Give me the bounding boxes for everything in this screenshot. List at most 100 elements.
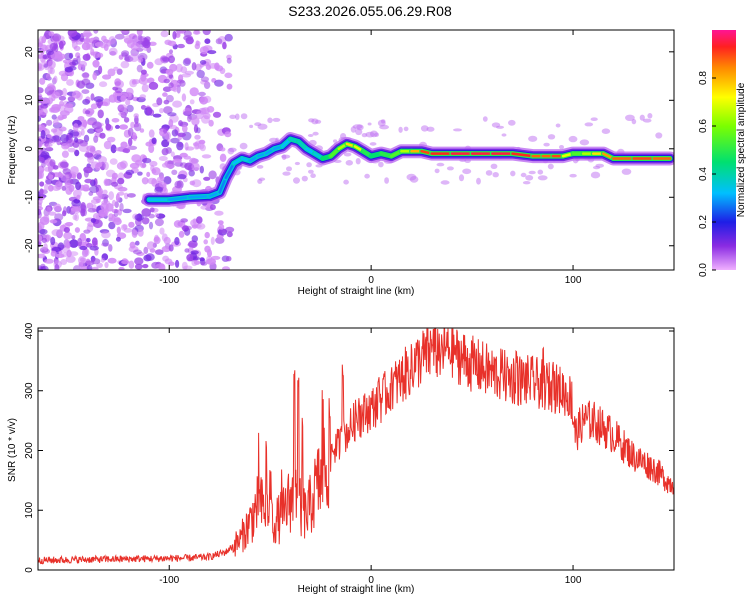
spectrogram-xtick-label: 100 xyxy=(565,275,582,286)
noise-speckle xyxy=(102,74,112,80)
noise-speckle xyxy=(133,113,139,119)
noise-speckle xyxy=(80,129,85,136)
noise-speckle xyxy=(45,49,55,56)
noise-speckle xyxy=(568,135,578,143)
noise-speckle xyxy=(90,218,96,223)
noise-speckle xyxy=(403,126,409,132)
noise-speckle xyxy=(426,126,435,132)
noise-speckle xyxy=(420,125,429,132)
noise-speckle xyxy=(41,97,49,104)
noise-speckle xyxy=(108,94,118,103)
noise-speckle xyxy=(142,39,151,49)
noise-speckle xyxy=(214,62,220,71)
noise-speckle xyxy=(120,224,128,231)
noise-speckle xyxy=(52,165,59,170)
noise-speckle xyxy=(590,171,601,179)
noise-speckle xyxy=(55,253,65,258)
noise-speckle xyxy=(64,52,73,61)
noise-speckle xyxy=(204,38,211,44)
snr-panel: -100 0 100 0 100 200 300 400 Height of straight… xyxy=(7,322,675,595)
noise-speckle xyxy=(40,147,47,152)
noise-speckle xyxy=(53,203,62,211)
noise-speckle xyxy=(90,93,95,101)
noise-speckle xyxy=(185,36,194,45)
noise-speckle xyxy=(225,256,232,262)
spectrogram-frame xyxy=(37,29,675,271)
noise-speckle xyxy=(198,91,206,97)
noise-speckle xyxy=(41,36,47,44)
noise-speckle xyxy=(61,150,69,158)
noise-speckle xyxy=(156,176,164,184)
snr-xlabel: Height of straight line (km) xyxy=(298,584,415,595)
noise-speckle xyxy=(384,177,389,184)
noise-speckle xyxy=(121,259,130,265)
spectrogram-xtick-label: 0 xyxy=(368,275,374,286)
noise-speckle xyxy=(92,59,100,68)
noise-speckle xyxy=(215,236,225,244)
noise-speckle xyxy=(97,52,104,58)
noise-speckle xyxy=(45,179,53,185)
noise-speckle xyxy=(39,77,46,85)
noise-speckle xyxy=(208,170,217,180)
noise-speckle xyxy=(39,228,48,235)
noise-speckle xyxy=(168,124,178,130)
noise-speckle xyxy=(398,126,403,133)
noise-speckle xyxy=(364,173,370,179)
noise-speckle xyxy=(152,113,162,118)
noise-speckle xyxy=(201,154,212,159)
noise-speckle xyxy=(621,168,632,175)
noise-speckle xyxy=(108,244,113,252)
noise-speckle xyxy=(57,114,65,121)
noise-speckle xyxy=(71,235,76,240)
noise-speckle xyxy=(38,54,44,59)
noise-speckle xyxy=(113,217,122,226)
ridge-core xyxy=(218,176,228,194)
noise-speckle xyxy=(120,60,130,69)
noise-speckle xyxy=(91,266,99,270)
noise-speckle xyxy=(492,172,499,178)
noise-speckle xyxy=(141,208,151,217)
noise-speckle xyxy=(131,79,137,85)
noise-speckle xyxy=(141,217,150,225)
noise-speckle xyxy=(224,72,233,79)
noise-speckle xyxy=(163,128,168,134)
noise-speckle xyxy=(158,156,168,161)
noise-speckle xyxy=(209,204,216,211)
noise-speckle xyxy=(175,63,183,73)
noise-speckle xyxy=(123,35,133,45)
noise-speckle xyxy=(194,134,201,140)
noise-speckle xyxy=(196,216,203,224)
snr-ylabel: SNR (10 * v/v) xyxy=(7,418,18,482)
noise-speckle xyxy=(103,178,110,187)
noise-speckle xyxy=(201,115,210,124)
noise-speckle xyxy=(168,55,175,64)
noise-speckle xyxy=(119,124,128,130)
noise-speckle xyxy=(184,162,195,171)
noise-speckle xyxy=(103,161,109,171)
noise-speckle xyxy=(333,139,338,143)
noise-speckle xyxy=(235,113,240,120)
noise-speckle xyxy=(172,100,183,108)
noise-speckle xyxy=(56,138,62,146)
noise-speckle xyxy=(81,78,91,86)
noise-speckle xyxy=(196,127,201,134)
noise-speckle xyxy=(163,236,171,245)
noise-speckle xyxy=(184,225,192,231)
noise-speckle xyxy=(217,220,224,226)
noise-speckle xyxy=(67,147,76,153)
noise-speckle xyxy=(117,177,125,185)
noise-speckle xyxy=(61,143,70,150)
noise-speckle xyxy=(379,124,389,130)
snr-ytick-label: 100 xyxy=(24,501,35,518)
noise-speckle xyxy=(208,119,214,127)
noise-speckle xyxy=(100,42,107,49)
noise-speckle xyxy=(182,58,191,66)
noise-speckle xyxy=(143,246,149,254)
noise-speckle xyxy=(491,122,501,128)
noise-speckle xyxy=(48,174,54,180)
noise-speckle xyxy=(84,260,95,266)
noise-speckle xyxy=(525,175,534,181)
noise-speckle xyxy=(177,174,187,180)
noise-speckle xyxy=(98,156,107,164)
noise-speckle xyxy=(50,250,57,257)
